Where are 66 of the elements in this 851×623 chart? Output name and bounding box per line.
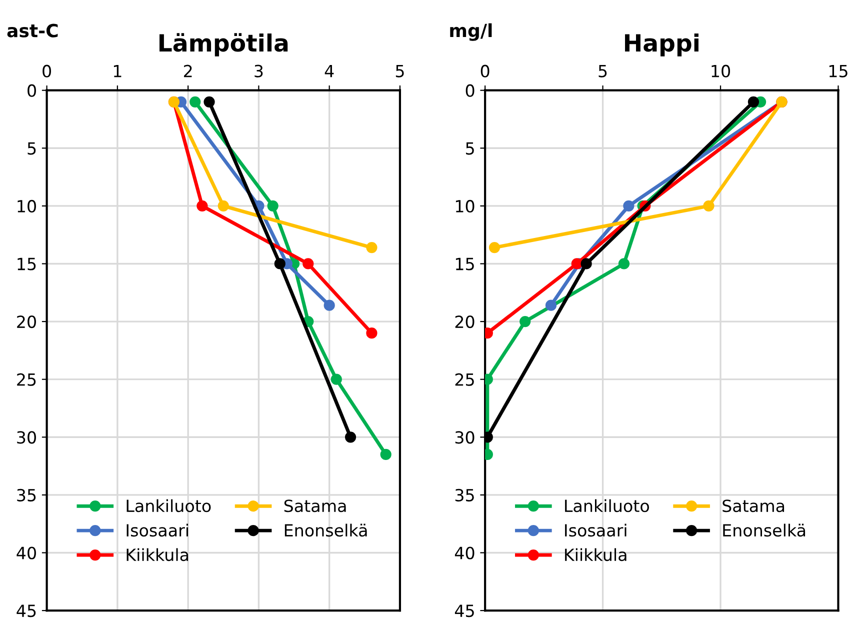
legend-label: Lankiluoto bbox=[565, 499, 649, 512]
x-tick-label: 15 bbox=[829, 64, 848, 78]
x-tick-label: 3 bbox=[254, 64, 263, 78]
point bbox=[190, 96, 201, 108]
point bbox=[302, 258, 314, 270]
y-tick-label: 40 bbox=[454, 546, 474, 560]
point bbox=[366, 328, 378, 339]
y-tick-label: 0 bbox=[28, 84, 36, 97]
point bbox=[366, 242, 378, 254]
y-tick-label: 25 bbox=[455, 373, 474, 386]
point bbox=[380, 448, 392, 460]
point bbox=[748, 96, 760, 108]
x-tick-label: 4 bbox=[324, 64, 334, 78]
point bbox=[218, 200, 229, 212]
legend-label: Isosaari bbox=[126, 524, 188, 537]
y-tick-label: 35 bbox=[455, 488, 474, 502]
point bbox=[196, 200, 208, 212]
legend-label: Kiikkula bbox=[126, 548, 188, 562]
y-tick-label: 30 bbox=[17, 431, 36, 444]
y-tick-label: 10 bbox=[456, 200, 474, 213]
y-tick-label: 40 bbox=[16, 546, 36, 560]
x-tick-label: 0 bbox=[42, 64, 51, 78]
y-tick-label: 5 bbox=[466, 142, 474, 155]
point bbox=[267, 200, 278, 212]
y-tick-label: 30 bbox=[455, 431, 474, 444]
x-tick-label: 0 bbox=[480, 64, 490, 78]
point bbox=[274, 258, 286, 270]
x-tick-label: 5 bbox=[598, 64, 607, 78]
x-tick-label: 1 bbox=[114, 64, 122, 78]
legend-label: Isosaari bbox=[565, 524, 626, 537]
x-tick-label: 10 bbox=[712, 64, 730, 78]
chart-title: Lämpötila bbox=[160, 33, 288, 56]
point bbox=[204, 96, 215, 108]
y-tick-label: 20 bbox=[455, 316, 474, 328]
legend-label: Enonselkä bbox=[723, 524, 806, 537]
y-tick-label: 35 bbox=[17, 488, 36, 502]
point bbox=[545, 300, 557, 311]
y-tick-label: 5 bbox=[28, 142, 36, 155]
x-tick-label: 5 bbox=[396, 64, 404, 78]
point bbox=[488, 242, 500, 254]
y-tick-label: 15 bbox=[456, 258, 474, 270]
legend-label: Kiikkula bbox=[565, 548, 626, 562]
legend-label: Satama bbox=[284, 500, 346, 512]
y-tick-label: 45 bbox=[454, 604, 474, 618]
legend-label: Enonselkä bbox=[284, 524, 367, 537]
y-tick-label: 10 bbox=[18, 200, 36, 213]
point bbox=[330, 374, 342, 385]
point bbox=[344, 432, 356, 443]
point bbox=[623, 200, 634, 212]
y-tick-label: 45 bbox=[16, 604, 36, 618]
point bbox=[703, 200, 714, 212]
legend-label: Satama bbox=[722, 500, 784, 512]
y-axis-title: mg/l bbox=[450, 23, 492, 41]
y-tick-label: 25 bbox=[17, 373, 36, 386]
point bbox=[580, 258, 592, 270]
chart-title: Happi bbox=[625, 34, 698, 56]
y-axis-title: ast-C bbox=[7, 24, 58, 38]
legend-label: Lankiluoto bbox=[126, 499, 211, 512]
x-tick-label: 2 bbox=[184, 64, 192, 78]
point bbox=[324, 300, 335, 311]
point bbox=[618, 258, 630, 270]
y-tick-label: 20 bbox=[17, 316, 36, 328]
y-tick-label: 0 bbox=[466, 84, 474, 97]
point bbox=[571, 258, 582, 270]
point bbox=[520, 316, 531, 328]
y-tick-label: 15 bbox=[18, 258, 36, 270]
